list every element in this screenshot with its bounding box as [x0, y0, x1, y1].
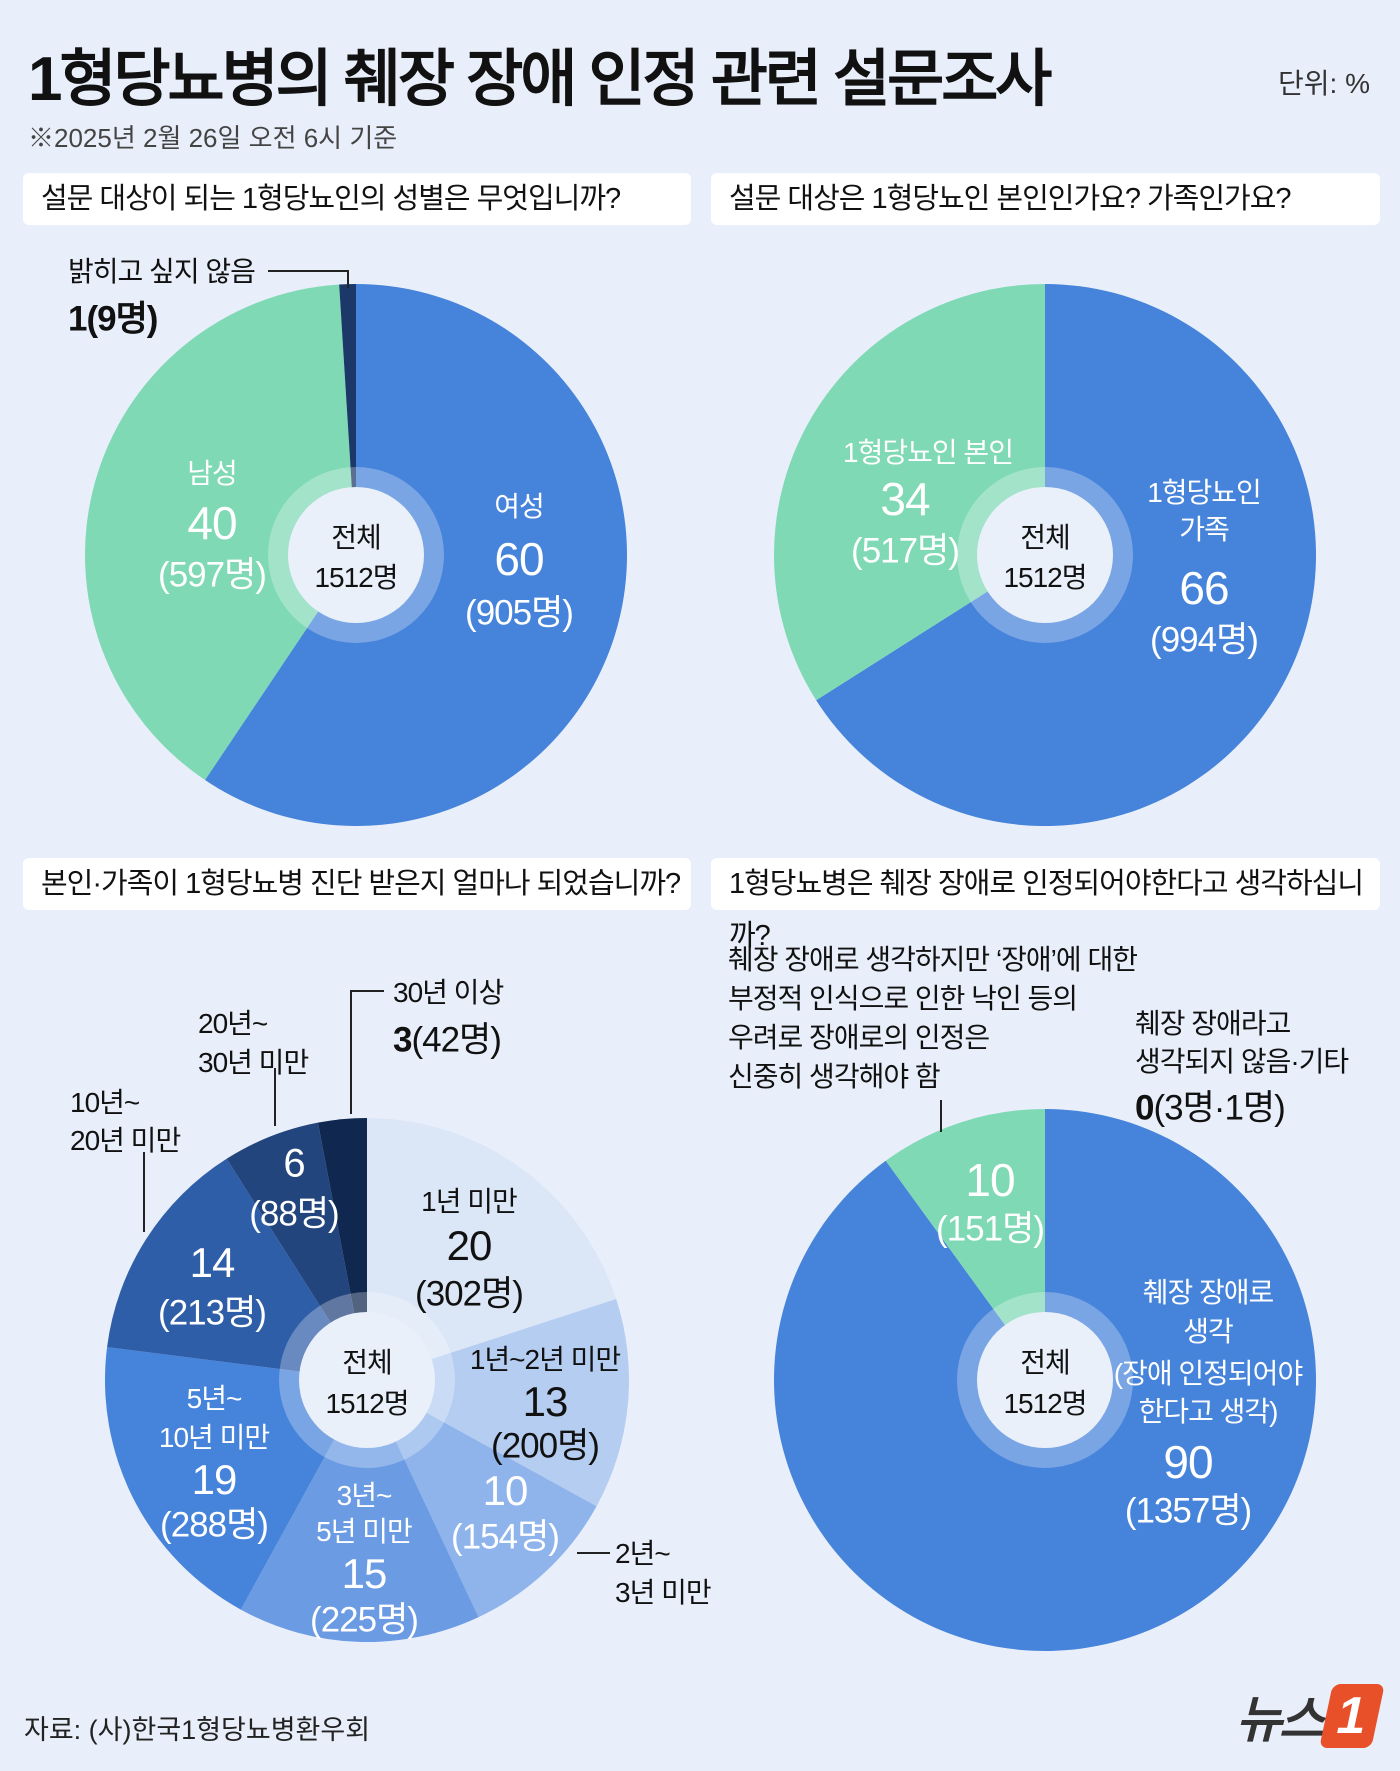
news1-logo: 뉴스 1	[1236, 1680, 1385, 1752]
label-10-20y-2: 20년 미만	[70, 1125, 181, 1156]
count-3-5y: (225명)	[310, 1600, 419, 1640]
value-cautious: 10	[965, 1154, 1015, 1206]
label-female: 여성	[494, 491, 545, 522]
value-5-10y: 19	[191, 1456, 238, 1503]
question-2-title: 설문 대상은 1형당뇨인 본인인가요? 가족인가요?	[711, 173, 1380, 225]
center-count: 1512명	[1003, 1388, 1087, 1419]
label-cautious-2: 부정적 인식으로 인한 낙인 등의	[728, 983, 1078, 1014]
label-3-5y-2: 5년 미만	[316, 1516, 413, 1547]
value-not-disability: 0(3명·1명)	[1135, 1088, 1286, 1128]
label-20-30y-1: 20년~	[198, 1008, 268, 1039]
value-10-20y: 14	[189, 1239, 236, 1286]
pie-slice	[104, 1347, 367, 1610]
label-under-1y: 1년 미만	[421, 1186, 518, 1217]
pie-slice	[367, 1118, 617, 1380]
pie-slice	[367, 1299, 629, 1507]
value-undisclosed: 1(9명)	[68, 299, 158, 339]
donut-hole	[288, 487, 424, 623]
label-3-5y-1: 3년~	[336, 1480, 393, 1511]
center-count: 1512명	[325, 1388, 409, 1419]
donut-hole	[977, 1312, 1113, 1448]
label-disability-4: 한다고 생각)	[1138, 1396, 1279, 1427]
label-20-30y-2: 30년 미만	[198, 1047, 309, 1078]
pie-slice	[367, 1380, 597, 1618]
label-5-10y-1: 5년~	[186, 1383, 243, 1414]
center-count: 1512명	[314, 562, 398, 593]
pie-slice	[107, 1158, 367, 1380]
value-3-5y: 15	[341, 1550, 388, 1597]
date-note: ※2025년 2월 26일 오전 6시 기준	[28, 123, 398, 153]
value-20-30y: 6	[283, 1141, 305, 1186]
label-cautious-3: 우려로 장애로의 인정은	[728, 1022, 990, 1053]
label-not-disability-1: 췌장 장애라고	[1135, 1008, 1291, 1039]
center-total: 전체	[1020, 522, 1071, 553]
question-3-title: 본인·가족이 1형당뇨병 진단 받은지 얼마나 되었습니까?	[23, 858, 691, 910]
label-cautious-4: 신중히 생각해야 함	[728, 1061, 941, 1092]
count-10-20y: (213명)	[158, 1293, 267, 1333]
value-30y-plus: 3(42명)	[393, 1020, 502, 1060]
value-under-1y: 20	[446, 1222, 493, 1269]
label-disability-1: 췌장 장애로	[1142, 1277, 1275, 1308]
label-self: 1형당뇨인 본인	[843, 437, 1014, 468]
value-2-3y: 10	[482, 1467, 529, 1514]
donut-hole	[977, 487, 1113, 623]
value-female: 60	[494, 533, 544, 585]
label-family-2: 가족	[1179, 514, 1230, 545]
label-cautious-1: 췌장 장애로 생각하지만 ‘장애’에 대한	[728, 944, 1138, 975]
label-1-2y: 1년~2년 미만	[469, 1344, 621, 1375]
question-1-title: 설문 대상이 되는 1형당뇨인의 성별은 무엇입니까?	[23, 173, 691, 225]
center-total: 전체	[1020, 1347, 1071, 1378]
label-disability-3: (장애 인정되어야	[1113, 1358, 1303, 1389]
count-cautious: (151명)	[936, 1209, 1045, 1249]
label-2-3y-2: 3년 미만	[615, 1577, 712, 1608]
label-30y-plus: 30년 이상	[393, 977, 504, 1008]
count-family: (994명)	[1150, 620, 1259, 660]
unit-label: 단위: %	[1278, 68, 1370, 99]
pie-slice	[84, 284, 356, 781]
pie-slice	[885, 1109, 1045, 1380]
value-self: 34	[880, 473, 930, 525]
center-total: 전체	[342, 1347, 393, 1378]
label-2-3y-1: 2년~	[615, 1538, 671, 1569]
count-self: (517명)	[851, 531, 960, 571]
label-10-20y-1: 10년~	[70, 1087, 140, 1118]
count-disability: (1357명)	[1124, 1491, 1252, 1531]
question-4-title: 1형당뇨병은 췌장 장애로 인정되어야한다고 생각하십니까?	[711, 858, 1380, 952]
pie-slice	[240, 1380, 479, 1642]
value-male: 40	[187, 497, 237, 549]
pie-slice	[226, 1122, 367, 1380]
count-20-30y: (88명)	[249, 1194, 339, 1234]
label-family-1: 1형당뇨인	[1147, 477, 1262, 508]
count-2-3y: (154명)	[451, 1517, 560, 1557]
label-male: 남성	[187, 458, 238, 489]
value-disability: 90	[1163, 1436, 1213, 1488]
count-under-1y: (302명)	[415, 1274, 524, 1314]
label-disability-2: 생각	[1183, 1316, 1234, 1347]
count-male: (597명)	[158, 555, 267, 595]
count-5-10y: (288명)	[160, 1505, 269, 1545]
value-family: 66	[1179, 562, 1229, 614]
center-count: 1512명	[1003, 562, 1087, 593]
count-1-2y: (200명)	[491, 1426, 600, 1466]
label-undisclosed: 밝히고 싶지 않음	[68, 256, 256, 287]
pie-slice	[774, 284, 1045, 701]
label-not-disability-2: 생각되지 않음·기타	[1135, 1046, 1349, 1077]
page-title: 1형당뇨병의 췌장 장애 인정 관련 설문조사	[28, 45, 1052, 114]
value-1-2y: 13	[522, 1378, 569, 1425]
label-5-10y-2: 10년 미만	[158, 1422, 270, 1453]
source-note: 자료: (사)한국1형당뇨병환우회	[24, 1715, 371, 1745]
count-female: (905명)	[465, 593, 574, 633]
donut-hole	[299, 1312, 435, 1448]
center-total: 전체	[331, 522, 382, 553]
